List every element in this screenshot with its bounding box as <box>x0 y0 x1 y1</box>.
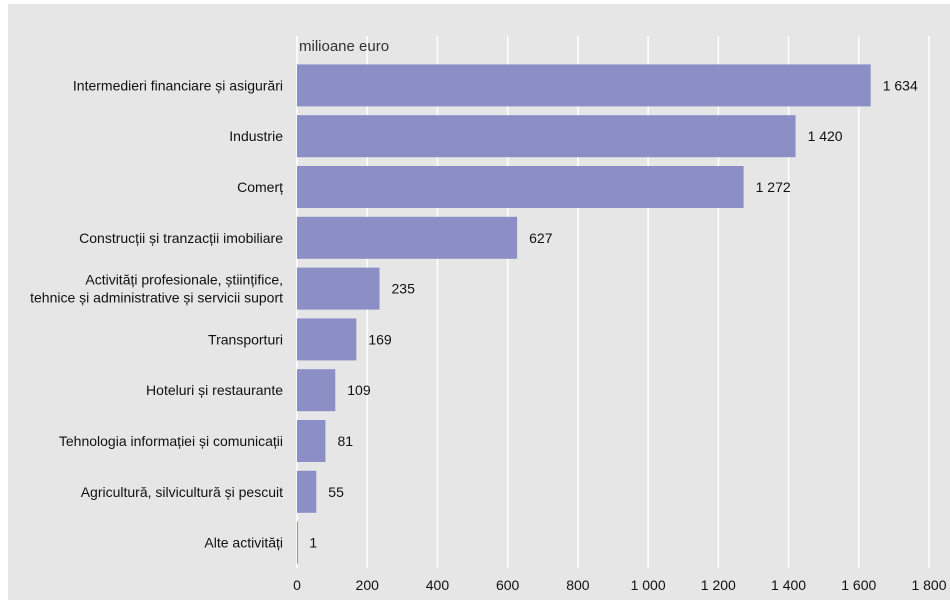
data-label: 81 <box>337 433 353 449</box>
category-label: tehnice și administrative și servicii su… <box>30 290 283 306</box>
x-tick-label: 1 000 <box>631 577 666 593</box>
bar <box>297 318 357 361</box>
bar <box>297 115 796 158</box>
x-tick-label: 0 <box>293 577 301 593</box>
category-label: Agricultură, silvicultură și pescuit <box>81 484 283 500</box>
data-label: 235 <box>392 281 416 297</box>
data-label: 169 <box>368 331 392 347</box>
category-label: Transporturi <box>208 331 283 347</box>
category-label: Construcții și tranzacții imobiliare <box>79 230 283 246</box>
data-label: 109 <box>347 382 371 398</box>
data-label: 1 <box>309 535 317 551</box>
bar <box>297 420 326 462</box>
bar <box>297 166 744 208</box>
bar <box>297 216 518 259</box>
category-label: Intermedieri financiare și asigurări <box>73 77 283 93</box>
data-label: 1 420 <box>808 128 843 144</box>
x-tick-label: 600 <box>496 577 520 593</box>
category-label: Tehnologia informației și comunicații <box>59 433 283 449</box>
bar <box>297 470 317 513</box>
category-label: Activități profesionale, științifice, <box>85 272 283 288</box>
category-label: Hoteluri și restaurante <box>146 382 283 398</box>
category-label: Comerț <box>237 179 283 195</box>
data-label: 1 272 <box>756 179 791 195</box>
bar <box>297 369 336 412</box>
category-label: Industrie <box>229 128 283 144</box>
bar <box>297 64 871 107</box>
bar <box>297 521 298 564</box>
bar <box>297 267 380 310</box>
data-label: 1 634 <box>883 77 918 93</box>
category-label: Alte activități <box>204 535 283 551</box>
x-tick-label: 400 <box>426 577 450 593</box>
data-label: 627 <box>529 230 553 246</box>
x-tick-label: 800 <box>566 577 590 593</box>
x-tick-label: 200 <box>356 577 380 593</box>
x-tick-label: 1 600 <box>841 577 876 593</box>
data-label: 55 <box>328 484 344 500</box>
unit-label: milioane euro <box>299 38 389 55</box>
x-tick-label: 1 800 <box>911 577 946 593</box>
x-tick-label: 1 200 <box>701 577 736 593</box>
x-tick-label: 1 400 <box>771 577 806 593</box>
